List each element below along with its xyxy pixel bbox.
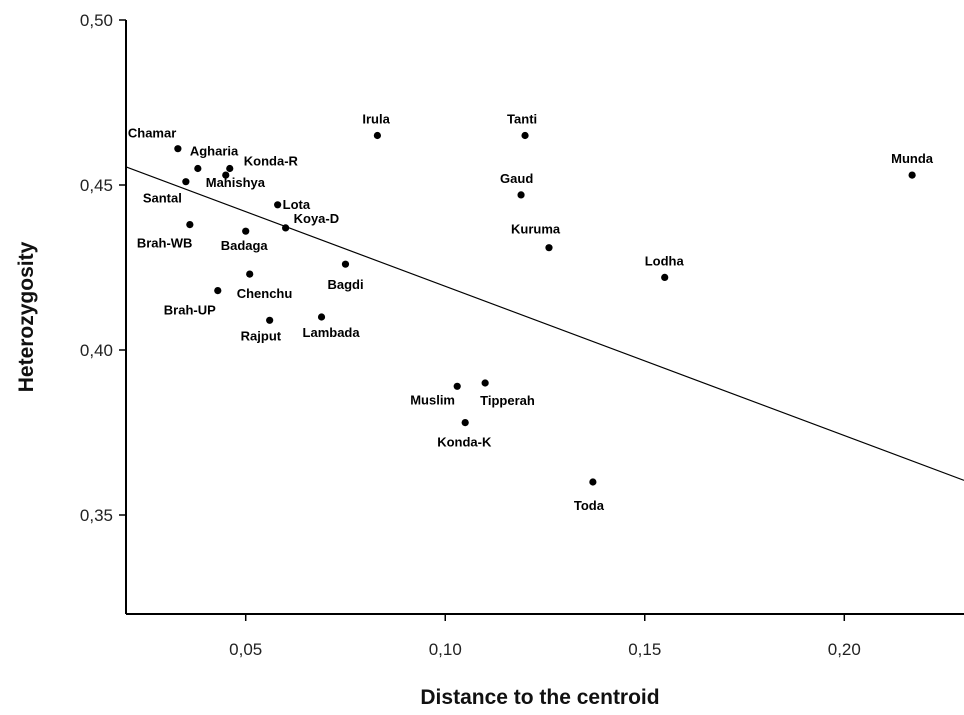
y-tick-label: 0,50 bbox=[80, 11, 113, 30]
point-marker bbox=[274, 201, 282, 209]
point-marker bbox=[481, 379, 489, 387]
x-tick-label: 0,10 bbox=[429, 640, 462, 659]
y-tick-label: 0,45 bbox=[80, 176, 113, 195]
point-label: Konda-R bbox=[244, 154, 299, 169]
point-marker bbox=[266, 316, 274, 324]
point-gaud: Gaud bbox=[500, 171, 533, 199]
point-marker bbox=[341, 260, 350, 268]
point-lota: Lota bbox=[274, 197, 311, 212]
y-axis-title: Heterozygosity bbox=[15, 241, 38, 392]
point-label: Toda bbox=[574, 498, 605, 513]
point-marker bbox=[242, 227, 250, 235]
point-lodha: Lodha bbox=[645, 253, 685, 281]
point-marker bbox=[194, 164, 202, 173]
point-agharia: Agharia bbox=[190, 144, 239, 173]
point-label: Brah-WB bbox=[137, 236, 193, 251]
point-label: Gaud bbox=[500, 171, 533, 186]
x-tick-label: 0,05 bbox=[229, 640, 262, 659]
point-label: Tipperah bbox=[480, 393, 535, 408]
point-munda: Munda bbox=[891, 151, 934, 179]
point-label: Rajput bbox=[241, 328, 282, 343]
point-marker bbox=[222, 171, 230, 179]
point-bagdi: Bagdi bbox=[327, 260, 364, 292]
point-marker bbox=[246, 270, 254, 278]
point-marker bbox=[908, 171, 916, 179]
point-marker bbox=[226, 164, 234, 173]
point-label: Lodha bbox=[645, 253, 685, 268]
point-rajput: Rajput bbox=[241, 316, 282, 343]
point-koya-d: Koya-D bbox=[282, 211, 339, 232]
point-brah-wb: Brah-WB bbox=[137, 221, 194, 251]
point-marker bbox=[317, 313, 326, 321]
point-label: Koya-D bbox=[294, 211, 340, 226]
point-label: Chamar bbox=[128, 126, 176, 141]
point-label: Munda bbox=[891, 151, 934, 166]
ticks: 0,05 0,10 0,15 0,20 0,35 0,40 0,45 0,50 bbox=[80, 11, 861, 659]
point-chamar: Chamar bbox=[128, 126, 182, 153]
point-konda-r: Konda-R bbox=[226, 154, 299, 173]
point-label: Kuruma bbox=[511, 222, 561, 237]
point-santal: Santal bbox=[143, 178, 190, 206]
point-marker bbox=[373, 131, 381, 140]
point-label: Lota bbox=[283, 197, 311, 212]
point-label: Badaga bbox=[221, 238, 269, 253]
point-marker bbox=[545, 244, 553, 252]
point-marker bbox=[453, 382, 461, 390]
point-chenchu: Chenchu bbox=[237, 270, 293, 301]
point-marker bbox=[589, 478, 597, 486]
x-axis-title: Distance to the centroid bbox=[420, 686, 659, 709]
point-label: Agharia bbox=[190, 144, 239, 159]
point-label: Tanti bbox=[507, 112, 537, 127]
point-label: Mahishya bbox=[206, 175, 266, 190]
point-label: Brah-UP bbox=[164, 303, 216, 318]
point-marker bbox=[182, 178, 190, 186]
point-tipperah: Tipperah bbox=[480, 379, 535, 408]
point-marker bbox=[214, 287, 222, 295]
point-marker bbox=[461, 419, 469, 427]
point-irula: Irula bbox=[362, 112, 391, 140]
y-tick-label: 0,35 bbox=[80, 506, 113, 525]
point-konda-k: Konda-K bbox=[437, 419, 492, 450]
point-kuruma: Kuruma bbox=[511, 222, 561, 252]
y-tick-label: 0,40 bbox=[80, 341, 113, 360]
point-label: Lambada bbox=[303, 325, 361, 340]
point-label: Konda-K bbox=[437, 435, 492, 450]
point-marker bbox=[661, 273, 669, 281]
point-label: Santal bbox=[143, 191, 182, 206]
point-label: Irula bbox=[362, 112, 390, 127]
point-toda: Toda bbox=[574, 478, 605, 513]
point-muslim: Muslim bbox=[410, 382, 461, 407]
point-marker bbox=[282, 224, 290, 232]
point-marker bbox=[521, 131, 529, 140]
point-brah-up: Brah-UP bbox=[164, 287, 222, 318]
x-tick-label: 0,20 bbox=[828, 640, 861, 659]
point-lambada: Lambada bbox=[303, 313, 361, 340]
point-mahishya: Mahishya bbox=[206, 171, 266, 190]
point-badaga: Badaga bbox=[221, 227, 269, 253]
trendline bbox=[125, 166, 964, 481]
point-label: Muslim bbox=[410, 392, 455, 407]
point-marker bbox=[186, 221, 194, 229]
axes bbox=[125, 20, 964, 615]
point-tanti: Tanti bbox=[507, 112, 537, 140]
trendline-group bbox=[125, 166, 964, 481]
point-label: Bagdi bbox=[327, 277, 363, 292]
point-label: Chenchu bbox=[237, 286, 293, 301]
x-tick-label: 0,15 bbox=[628, 640, 661, 659]
point-marker bbox=[174, 145, 182, 153]
point-marker bbox=[517, 191, 525, 199]
